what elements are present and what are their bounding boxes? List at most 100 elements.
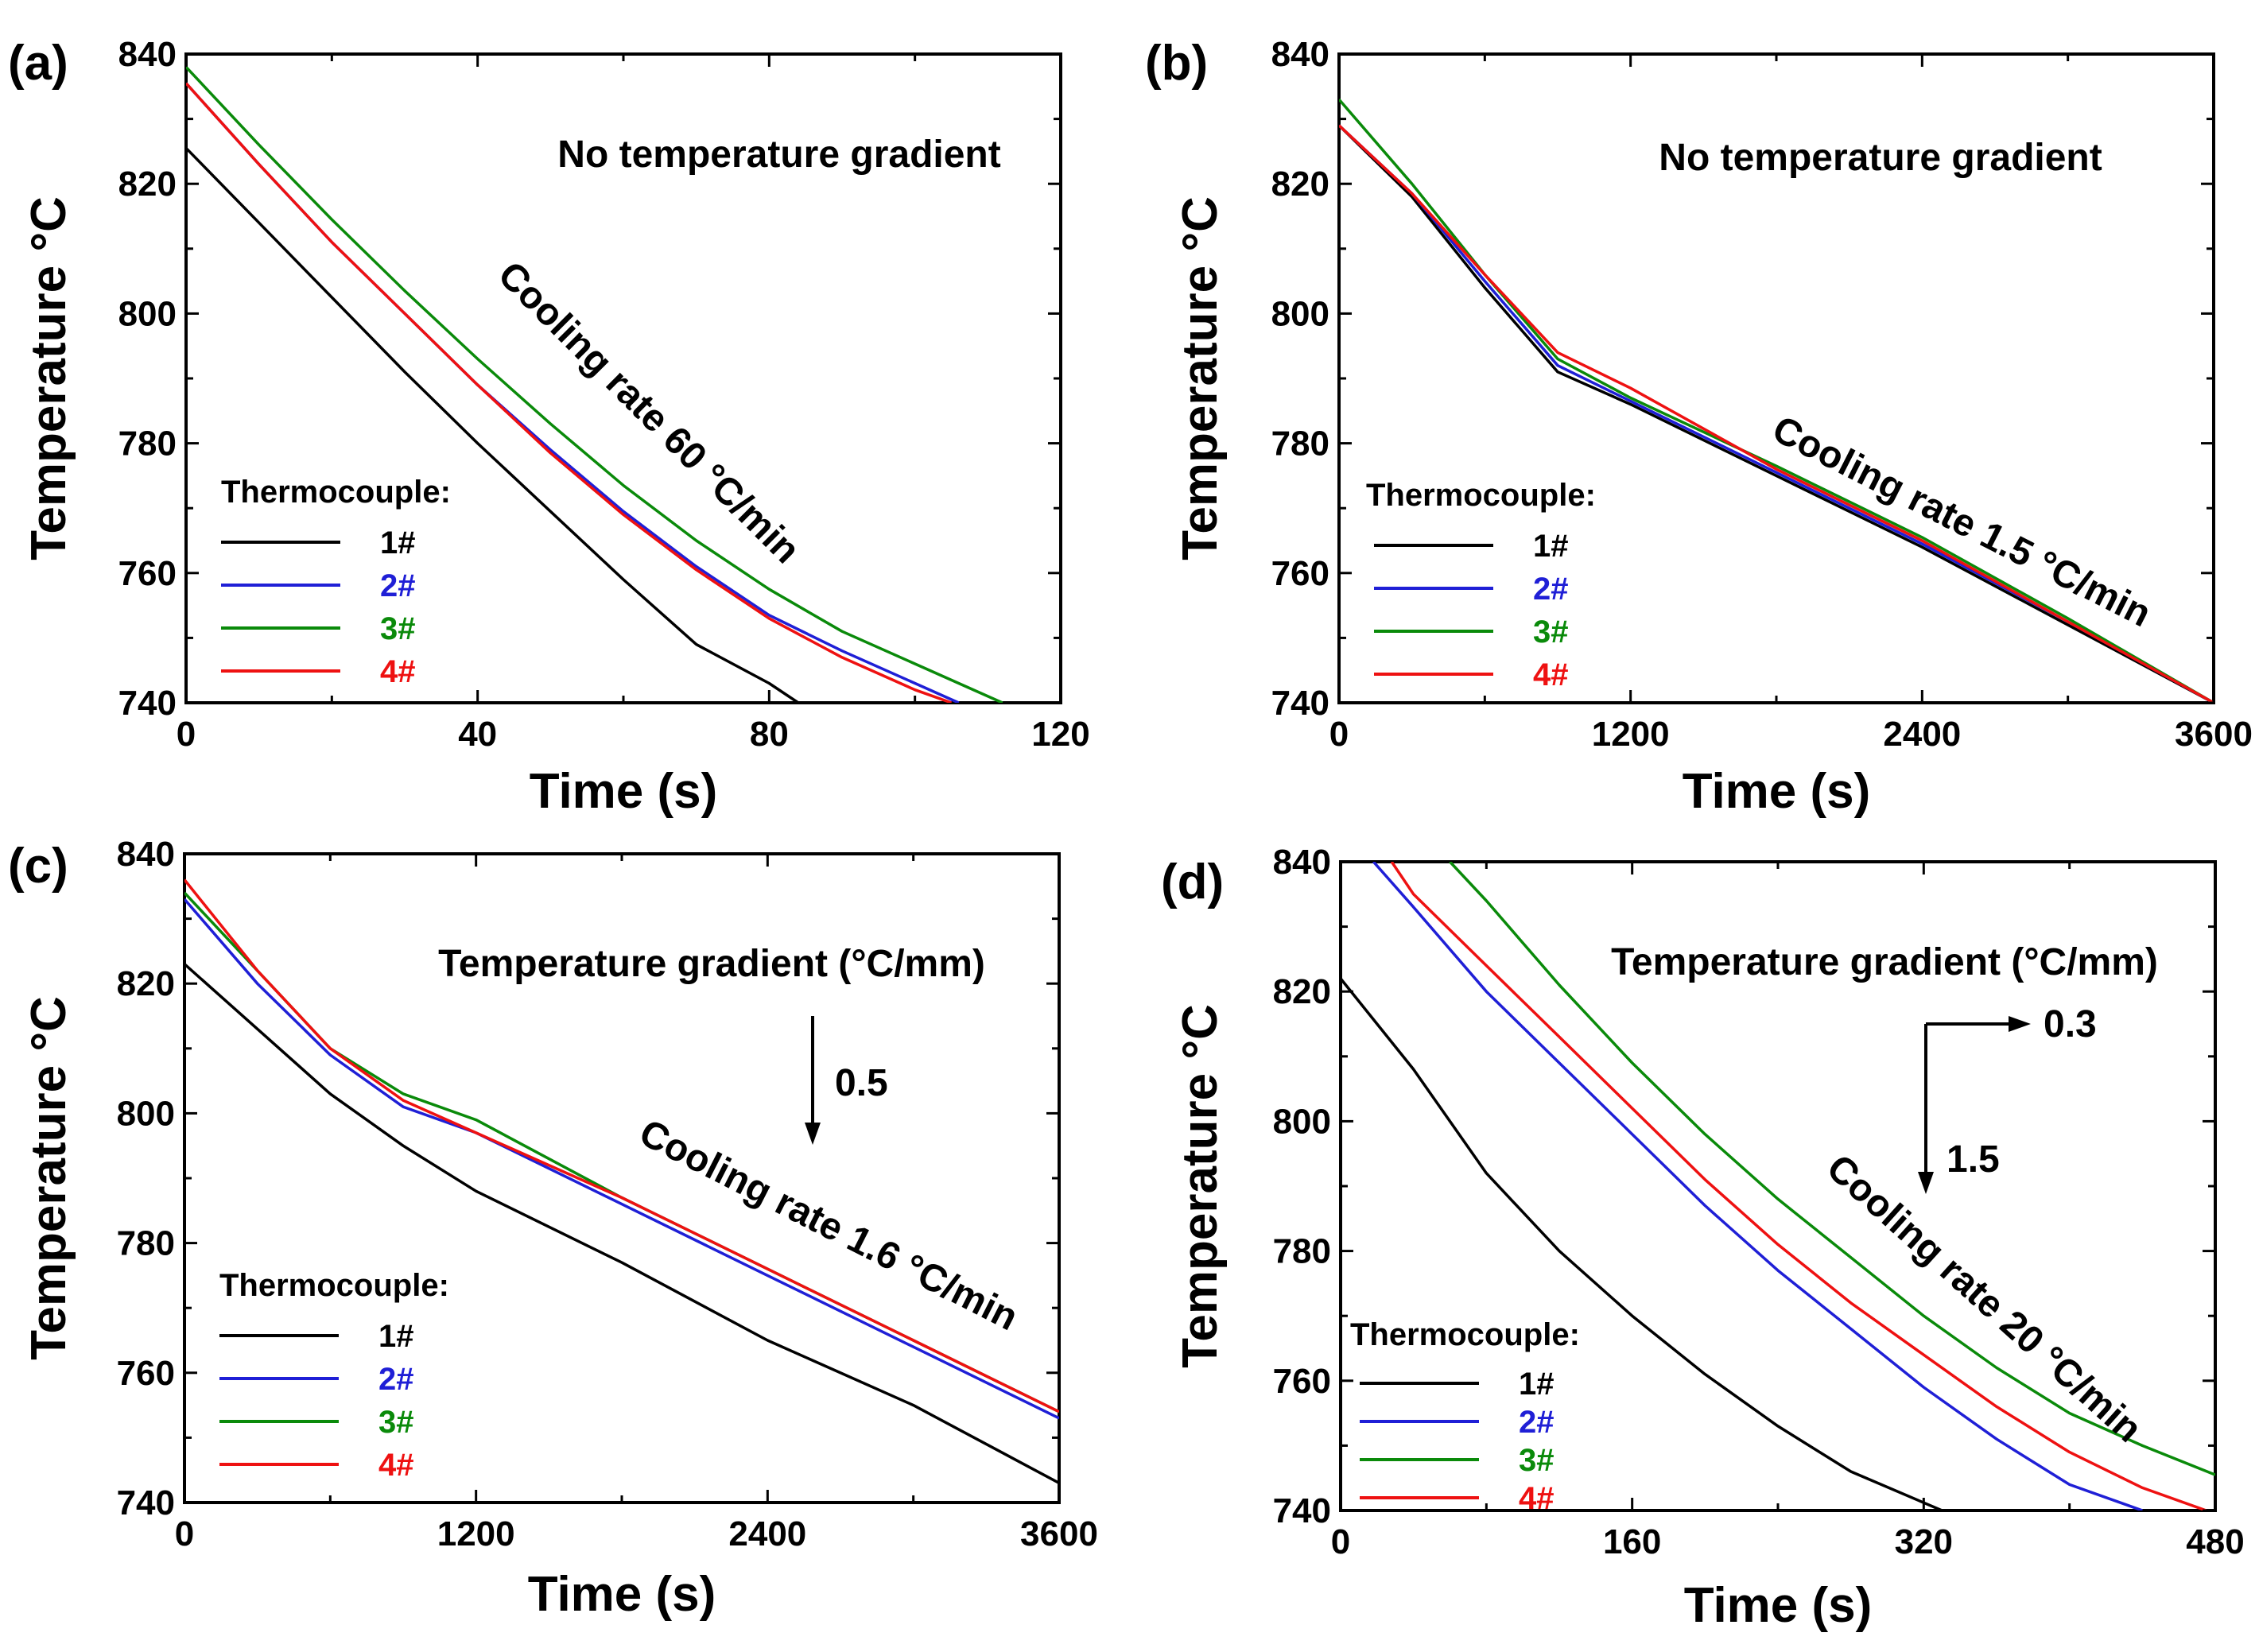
x-tick-label: 480 (2186, 1522, 2244, 1561)
y-tick-label: 780 (118, 425, 177, 463)
annotation-gradient-value: 0.5 (835, 1062, 888, 1104)
series-line-4 (1390, 862, 2207, 1510)
legend: 1#2#3#4# (219, 1319, 414, 1483)
series-line-4 (186, 82, 953, 703)
panel-d: (d) 0 160 320 480 740 760 780 800 820 840 Time (s… (1161, 843, 2245, 1633)
x-tick-label: 2400 (1883, 715, 1961, 754)
series-line-1 (186, 147, 799, 703)
y-tick-label: 740 (118, 684, 177, 723)
series-line-4 (184, 878, 1059, 1414)
legend-label-2: 2# (1519, 1405, 1555, 1440)
legend-title: Thermocouple: (1350, 1317, 1580, 1352)
y-axis-title: Temperature °C (21, 996, 76, 1360)
legend-title: Thermocouple: (219, 1268, 449, 1303)
x-tick-label: 1200 (437, 1514, 515, 1553)
x-tick-label: 40 (458, 715, 497, 754)
y-tick-label: 800 (118, 294, 177, 333)
annotation-no-gradient: No temperature gradient (1659, 137, 2102, 179)
x-tick-label: 0 (177, 715, 196, 754)
x-tick-label: 120 (1031, 715, 1089, 754)
panel-label: (c) (8, 839, 68, 894)
series-line-1 (1341, 977, 1943, 1510)
annotation-gradient: Temperature gradient (°C/mm) (438, 943, 985, 985)
series-line-3 (1449, 862, 2215, 1476)
x-tick-label: 0 (1329, 715, 1349, 754)
legend-label-3: 3# (378, 1405, 414, 1440)
y-tick-label: 760 (118, 554, 177, 593)
series-line-1 (1339, 124, 2214, 703)
y-tick-label: 740 (117, 1483, 175, 1522)
y-tick-label: 760 (1273, 1362, 1331, 1401)
legend-label-2: 2# (1533, 572, 1569, 607)
legend-label-2: 2# (378, 1362, 414, 1397)
y-tick-label: 820 (118, 165, 177, 204)
down-arrow-head (1918, 1172, 1934, 1194)
panel-c: (c) 0 1200 2400 3600 740 760 780 800 820 840 Time… (8, 835, 1098, 1622)
legend-label-4: 4# (378, 1448, 414, 1483)
x-axis-title: Time (s) (1683, 764, 1871, 819)
annotation-no-gradient: No temperature gradient (557, 134, 1000, 176)
legend-title: Thermocouple: (221, 475, 451, 510)
y-tick-label: 840 (1273, 843, 1331, 882)
y-tick-label: 780 (1273, 1232, 1331, 1271)
right-arrow-head (2009, 1016, 2031, 1032)
legend-label-4: 4# (380, 654, 416, 689)
y-tick-label: 820 (117, 964, 175, 1003)
y-tick-label: 740 (1271, 684, 1329, 723)
series-line-2 (186, 82, 960, 703)
y-tick-label: 740 (1273, 1491, 1331, 1530)
x-tick-label: 0 (1331, 1522, 1350, 1561)
annotation-cooling-rate: Cooling rate 1.5 °C/min (1766, 408, 2158, 635)
x-axis-title: Time (s) (1684, 1578, 1873, 1633)
down-arrow-head (805, 1123, 821, 1145)
annotation-gradient-x: 0.3 (2044, 1003, 2097, 1045)
panel-b: (b) 0 1200 2400 3600 740 760 780 800 820 840 Time… (1145, 35, 2253, 819)
x-axis-title: Time (s) (528, 1567, 716, 1622)
y-tick-label: 820 (1273, 972, 1331, 1011)
y-axis-title: Temperature °C (1173, 196, 1228, 560)
x-tick-label: 1200 (1592, 715, 1670, 754)
y-tick-label: 760 (117, 1354, 175, 1393)
panel-label: (b) (1145, 36, 1208, 91)
y-axis-title: Temperature °C (21, 196, 76, 560)
legend-label-4: 4# (1533, 657, 1569, 692)
x-tick-label: 160 (1603, 1522, 1661, 1561)
series-line-1 (184, 963, 1059, 1485)
legend-label-3: 3# (1519, 1443, 1555, 1478)
legend-label-1: 1# (1519, 1367, 1555, 1402)
series-line-3 (186, 66, 1003, 703)
series-line-2 (1372, 862, 2143, 1510)
legend: 1#2#3#4# (1374, 529, 1569, 692)
legend-label-3: 3# (1533, 615, 1569, 650)
legend-label-4: 4# (1519, 1481, 1555, 1516)
y-tick-label: 800 (1271, 294, 1329, 333)
legend-title: Thermocouple: (1366, 478, 1596, 513)
y-tick-label: 800 (117, 1094, 175, 1133)
x-axis-title: Time (s) (530, 764, 718, 819)
legend-label-1: 1# (380, 525, 416, 560)
legend: 1# 2# 3# 4# (221, 525, 416, 689)
y-tick-label: 780 (1271, 425, 1329, 463)
panel-label: (d) (1161, 855, 1224, 909)
x-tick-label: 320 (1895, 1522, 1953, 1561)
legend-label-3: 3# (380, 611, 416, 646)
legend-label-2: 2# (380, 568, 416, 603)
annotation-cooling-rate: Cooling rate 20 °C/min (1818, 1146, 2149, 1450)
series-line-2 (1339, 124, 2214, 703)
y-tick-label: 840 (1271, 35, 1329, 74)
y-tick-label: 800 (1273, 1102, 1331, 1141)
legend: 1#2#3#4# (1360, 1367, 1555, 1516)
x-tick-label: 3600 (1020, 1514, 1098, 1553)
x-tick-label: 80 (750, 715, 789, 754)
gradient-arrow (805, 1016, 821, 1145)
x-tick-label: 3600 (2175, 715, 2253, 754)
y-axis-title: Temperature °C (1173, 1004, 1228, 1368)
y-tick-label: 760 (1271, 554, 1329, 593)
y-tick-label: 820 (1271, 165, 1329, 204)
panel-label: (a) (8, 36, 68, 91)
annotation-gradient-y: 1.5 (1947, 1138, 2000, 1181)
series-line-4 (1339, 124, 2214, 703)
y-tick-label: 840 (117, 835, 175, 874)
